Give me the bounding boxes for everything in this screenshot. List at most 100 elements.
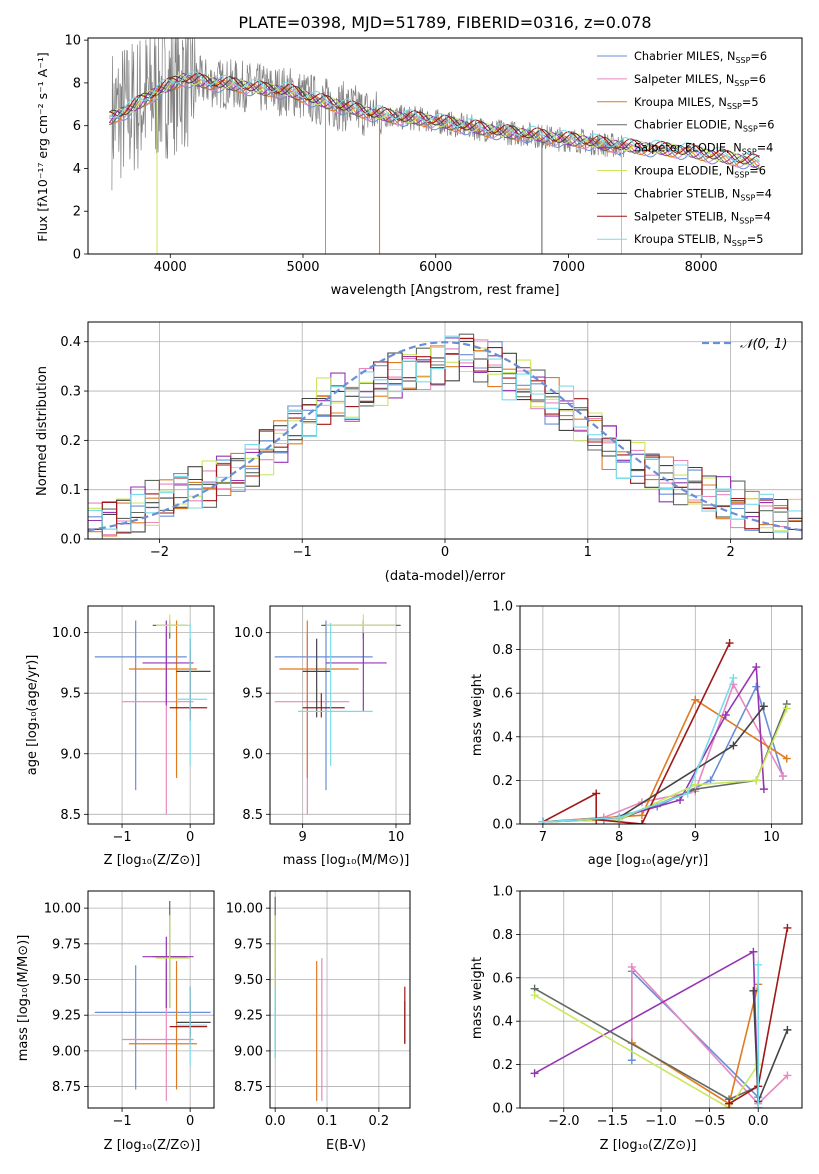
tick-label-x: −1.0 <box>645 1114 677 1129</box>
tick-label-x: 0 <box>186 830 194 845</box>
p1-xlabel: wavelength [Angstrom, rest frame] <box>331 283 560 298</box>
weight-line-2 <box>631 984 759 1105</box>
tick-label-y: 0.4 <box>492 1015 513 1030</box>
tick-label-y: 1.0 <box>492 885 513 900</box>
model-spectrum-0 <box>109 79 760 170</box>
tick-label-x: 0.1 <box>317 1114 338 1129</box>
weight-line-7 <box>542 642 731 824</box>
weight-marker-1 <box>783 1071 792 1080</box>
weight-line-4 <box>534 950 759 1108</box>
p1-ylabel: Flux [fλ10⁻¹⁷ erg cm⁻² s⁻¹ A⁻¹] <box>35 52 50 241</box>
axes-frame <box>87 37 803 255</box>
weight-marker-8 <box>683 789 692 798</box>
tick-label-x: 5000 <box>286 260 319 275</box>
tick-label-y: 9.5 <box>60 687 81 702</box>
weight-marker-5 <box>530 991 539 1000</box>
p5-xlabel: age [log₁₀(age/yr)] <box>588 853 709 868</box>
model-spectrum-6 <box>108 74 760 165</box>
histogram-lines <box>88 333 802 539</box>
tick-label-y: 0.0 <box>60 533 81 548</box>
tick-label-y: 9.25 <box>52 1009 81 1024</box>
weight-marker-5 <box>691 780 700 789</box>
tick-label-y: 0.8 <box>492 643 513 658</box>
gaussian-curve <box>88 341 802 532</box>
mass-weight-vs-age-panel: 7 8 9 10 0.0 0.2 0.4 0.6 0.8 1.0 <box>492 600 803 845</box>
legend-entry-8: Kroupa STELIB, NSSP=5 <box>634 233 763 248</box>
tick-label-y: 0.8 <box>492 928 513 943</box>
spectrum-lines <box>108 38 760 254</box>
tick-label-x: −1 <box>112 830 131 845</box>
legend-entry-5: Kroupa ELODIE, NSSP=6 <box>634 165 766 180</box>
p2-xlabel: (data-model)/error <box>385 569 506 584</box>
legend-entry-6: Chabrier STELIB, NSSP=4 <box>634 187 772 202</box>
tick-label-y: 9.00 <box>234 1044 263 1059</box>
tick-label-x: 6000 <box>419 260 452 275</box>
weight-marker-8 <box>754 1104 763 1108</box>
age-vs-mass-panel: 9 10 8.5 9.0 9.5 10.0 <box>234 605 411 845</box>
weight-marker-5 <box>782 704 791 713</box>
tick-label-x: −2.0 <box>548 1114 580 1129</box>
weight-marker-4 <box>749 947 758 956</box>
tick-label-x: 8000 <box>685 260 718 275</box>
axes-frame <box>269 605 411 825</box>
weight-line-8 <box>542 677 735 823</box>
tick-label-x: −1 <box>112 1114 131 1129</box>
axes-frame <box>87 605 215 825</box>
p3-xlabel: Z [log₁₀(Z/Z⊙)] <box>104 853 201 868</box>
weight-marker-6 <box>749 986 758 995</box>
tick-label-y: 9.0 <box>242 747 263 762</box>
weight-marker-8 <box>538 817 547 824</box>
errorbars <box>274 896 406 1101</box>
weight-marker-4 <box>759 785 768 794</box>
weight-marker-6 <box>783 1025 792 1034</box>
tick-label-y: 0.3 <box>60 385 81 400</box>
tick-label-x: 0.0 <box>748 1114 769 1129</box>
tick-label-x: −0.5 <box>694 1114 726 1129</box>
tick-label-y: 9.50 <box>52 973 81 988</box>
tick-label-x: 0 <box>186 1114 194 1129</box>
tick-label-y: 6 <box>73 119 81 134</box>
tick-label-x: 1 <box>584 545 592 560</box>
tick-label-x: 0.0 <box>265 1114 286 1129</box>
weight-marker-8 <box>754 960 763 969</box>
axes-frame <box>269 890 411 1109</box>
tick-label-y: 0.2 <box>60 434 81 449</box>
tick-label-y: 9.50 <box>234 973 263 988</box>
tick-label-x: 4000 <box>154 260 187 275</box>
tick-label-y: 10.0 <box>234 626 263 641</box>
weight-marker-2 <box>782 754 791 763</box>
axes-frame <box>87 890 215 1109</box>
weight-marker-4 <box>676 796 685 805</box>
tick-label-x: 10 <box>388 830 405 845</box>
tick-label-y: 0.4 <box>492 730 513 745</box>
p4-xlabel: mass [log₁₀(M/M⊙)] <box>283 853 410 868</box>
tick-label-y: 10.00 <box>226 902 263 917</box>
tick-label-x: 9 <box>691 830 699 845</box>
tick-label-x: 10 <box>763 830 780 845</box>
weight-marker-2 <box>637 811 646 820</box>
tick-label-y: 0.1 <box>60 483 81 498</box>
tick-label-y: 8.75 <box>234 1080 263 1095</box>
legend-entry-4: Salpeter ELODIE, NSSP=4 <box>634 142 773 157</box>
panel1-title: PLATE=0398, MJD=51789, FIBERID=0316, z=0… <box>238 13 651 32</box>
tick-label-y: 9.0 <box>60 747 81 762</box>
weight-line-1 <box>631 964 788 1105</box>
tick-label-y: 0 <box>73 248 81 263</box>
tick-label-y: 0.6 <box>492 687 513 702</box>
mass-weight-vs-metallicity-panel: −2.0 −1.5 −1.0 −0.5 0.0 0.0 0.2 0.4 0.6 0.8 1.0 <box>492 885 803 1129</box>
tick-label-x: −2 <box>150 545 169 560</box>
weight-marker-6 <box>729 741 738 750</box>
weight-marker-8 <box>729 673 738 682</box>
model-spectrum-7 <box>109 72 760 163</box>
weight-marker-7 <box>592 789 601 798</box>
weight-lines <box>530 923 792 1108</box>
tick-label-x: 0.2 <box>369 1114 390 1129</box>
tick-label-y: 2 <box>73 205 81 220</box>
observed-spectrum <box>111 38 625 191</box>
tick-label-y: 0.0 <box>492 818 513 833</box>
axes-frame <box>519 890 803 1109</box>
tick-label-x: −1.5 <box>597 1114 629 1129</box>
spectrum-panel: 4000 5000 6000 7000 8000 0 2 4 6 8 10 Chabrier MILE… <box>64 34 803 275</box>
mass-vs-ebv-panel: 0.0 0.1 0.2 8.75 9.00 9.25 9.50 9.75 10.00 <box>226 890 411 1129</box>
